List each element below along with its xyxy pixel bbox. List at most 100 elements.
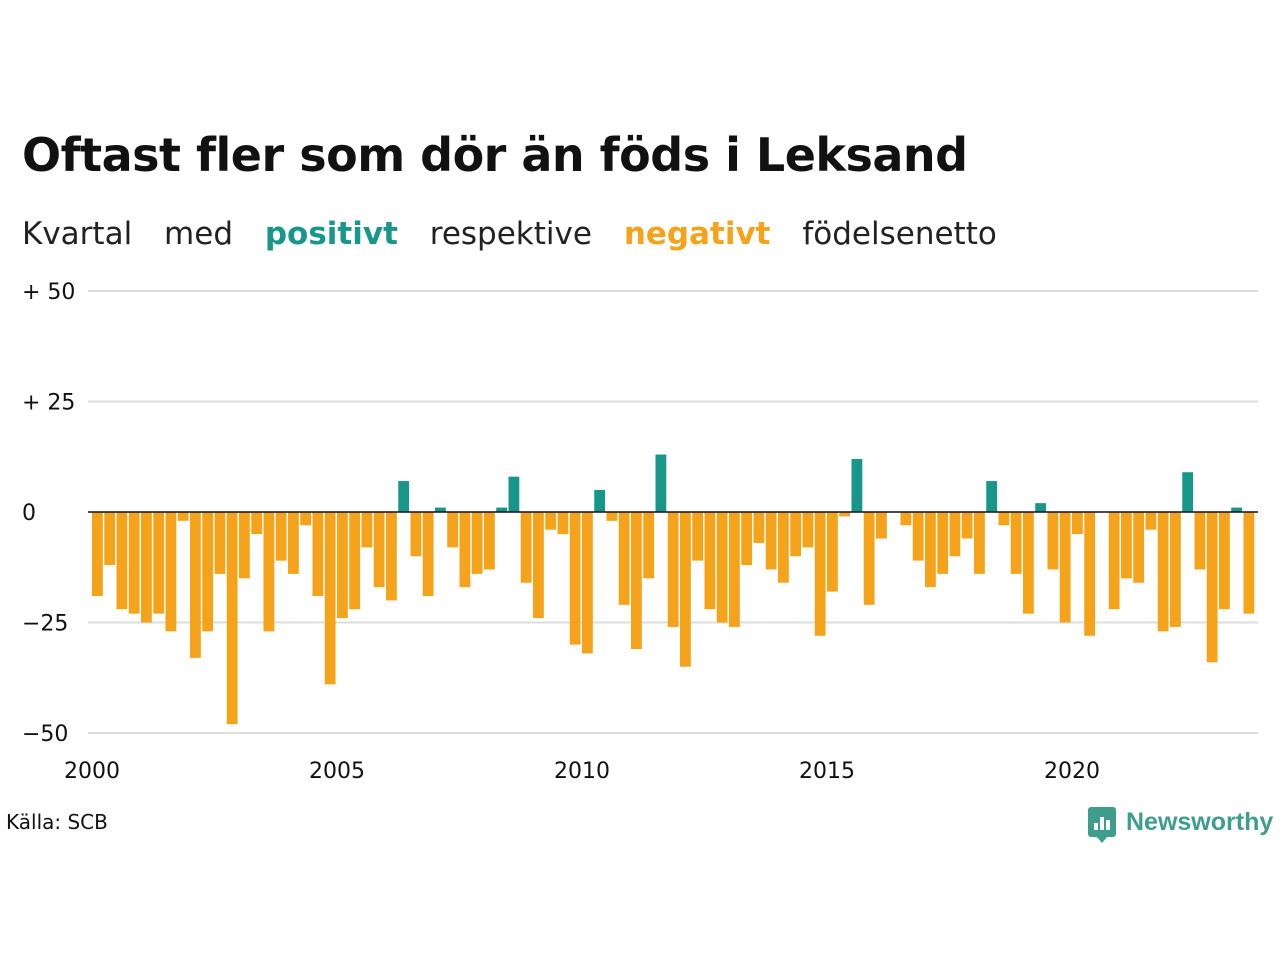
bar-negative (961, 512, 973, 539)
bar-negative (324, 512, 336, 685)
bar-negative (704, 512, 716, 610)
bar-negative (386, 512, 397, 601)
subtitle-word: födelsenetto (802, 216, 997, 252)
bar-negative (153, 512, 165, 614)
y-tick-label: −50 (22, 722, 68, 747)
bar-negative (1145, 512, 1157, 530)
bar-negative (778, 512, 789, 583)
newsworthy-logo: Newsworthy (1088, 804, 1274, 843)
y-tick-label: −25 (22, 612, 68, 637)
bar-negative (557, 512, 569, 535)
bar-negative (545, 512, 557, 530)
bar-negative (1243, 512, 1255, 614)
bar-negative (876, 512, 887, 539)
bar-negative (692, 512, 704, 561)
x-tick-label: 2010 (554, 759, 610, 784)
x-tick-label: 2015 (799, 759, 855, 784)
bar-negative (410, 512, 422, 557)
bar-negative (827, 512, 838, 592)
bar-positive (496, 507, 508, 512)
bar-negative (92, 512, 103, 596)
y-tick-label: + 25 (22, 391, 75, 416)
bar-negative (606, 512, 618, 521)
bar-negative (300, 512, 312, 526)
bar-negative (1133, 512, 1145, 583)
subtitle-word: respektive (429, 216, 592, 252)
bar-positive (986, 481, 998, 512)
bar-negative (239, 512, 250, 579)
bar-negative (618, 512, 630, 605)
bar-negative (337, 512, 348, 619)
bar-negative (569, 512, 581, 645)
bar-positive (594, 489, 606, 512)
bar-negative (288, 512, 299, 574)
bar-negative (349, 512, 361, 610)
source-note: Källa: SCB (6, 810, 108, 834)
bar-negative (1170, 512, 1181, 627)
bar-positive (435, 507, 446, 512)
bar-negative (863, 512, 875, 605)
bar-negative (226, 512, 238, 725)
bar-negative (1059, 512, 1071, 623)
bar-negative (275, 512, 287, 561)
bar-negative (729, 512, 740, 627)
bar-negative (214, 512, 226, 574)
bar-negative (1206, 512, 1218, 663)
bar-negative (373, 512, 385, 588)
bar-negative (900, 512, 912, 526)
bar-negative (1023, 512, 1034, 614)
bar-negative (422, 512, 434, 596)
bar-positive (851, 458, 863, 512)
bar-negative (974, 512, 985, 574)
bar-negative (839, 512, 851, 517)
bar-negative (1219, 512, 1230, 610)
bar-negative (925, 512, 936, 588)
bar-negative (104, 512, 116, 566)
bar-chart: + 50 + 25 0 −25 −50 2000 2005 2010 2015 2020 (22, 280, 1258, 784)
bar-negative (1108, 512, 1120, 610)
newsworthy-logo-icon (1088, 807, 1116, 843)
bar-negative (1072, 512, 1083, 535)
y-tick-label: + 50 (22, 280, 75, 305)
bar-negative (533, 512, 544, 619)
bar-negative (753, 512, 765, 543)
bar-negative (165, 512, 177, 632)
bar-negative (177, 512, 189, 521)
bar-negative (202, 512, 214, 632)
bar-negative (741, 512, 753, 566)
bar-negative (631, 512, 642, 650)
bar-negative (716, 512, 728, 623)
bar-negative (251, 512, 263, 535)
brand-name: Newsworthy (1126, 807, 1274, 836)
bar-positive (508, 476, 520, 512)
subtitle-positive-label: positivt (264, 216, 398, 252)
bar-negative (667, 512, 679, 627)
bar-positive (655, 454, 667, 512)
bar-positive (398, 481, 410, 512)
y-tick-label: 0 (22, 501, 36, 526)
bar-negative (949, 512, 961, 557)
bar-negative (459, 512, 471, 588)
x-tick-label: 2020 (1044, 759, 1100, 784)
bar-negative (116, 512, 128, 610)
bar-positive (1182, 472, 1194, 512)
x-tick-label: 2000 (64, 759, 120, 784)
bar-negative (790, 512, 802, 557)
bar-negative (471, 512, 483, 574)
bar-negative (312, 512, 324, 596)
bar-negative (128, 512, 140, 614)
bar-positive (1231, 507, 1243, 512)
bar-negative (765, 512, 777, 570)
bar-negative (484, 512, 495, 570)
bar-negative (582, 512, 593, 654)
bar-negative (1047, 512, 1059, 570)
subtitle-negative-label: negativt (623, 216, 771, 252)
chart-subtitle: Kvartal med positivt respektive negativt… (22, 216, 1019, 252)
bar-negative (937, 512, 949, 574)
bar-negative (190, 512, 201, 658)
subtitle-word: Kvartal (22, 216, 133, 252)
bar-negative (998, 512, 1010, 526)
bar-negative (680, 512, 691, 667)
bar-negative (1010, 512, 1022, 574)
bar-negative (447, 512, 459, 548)
